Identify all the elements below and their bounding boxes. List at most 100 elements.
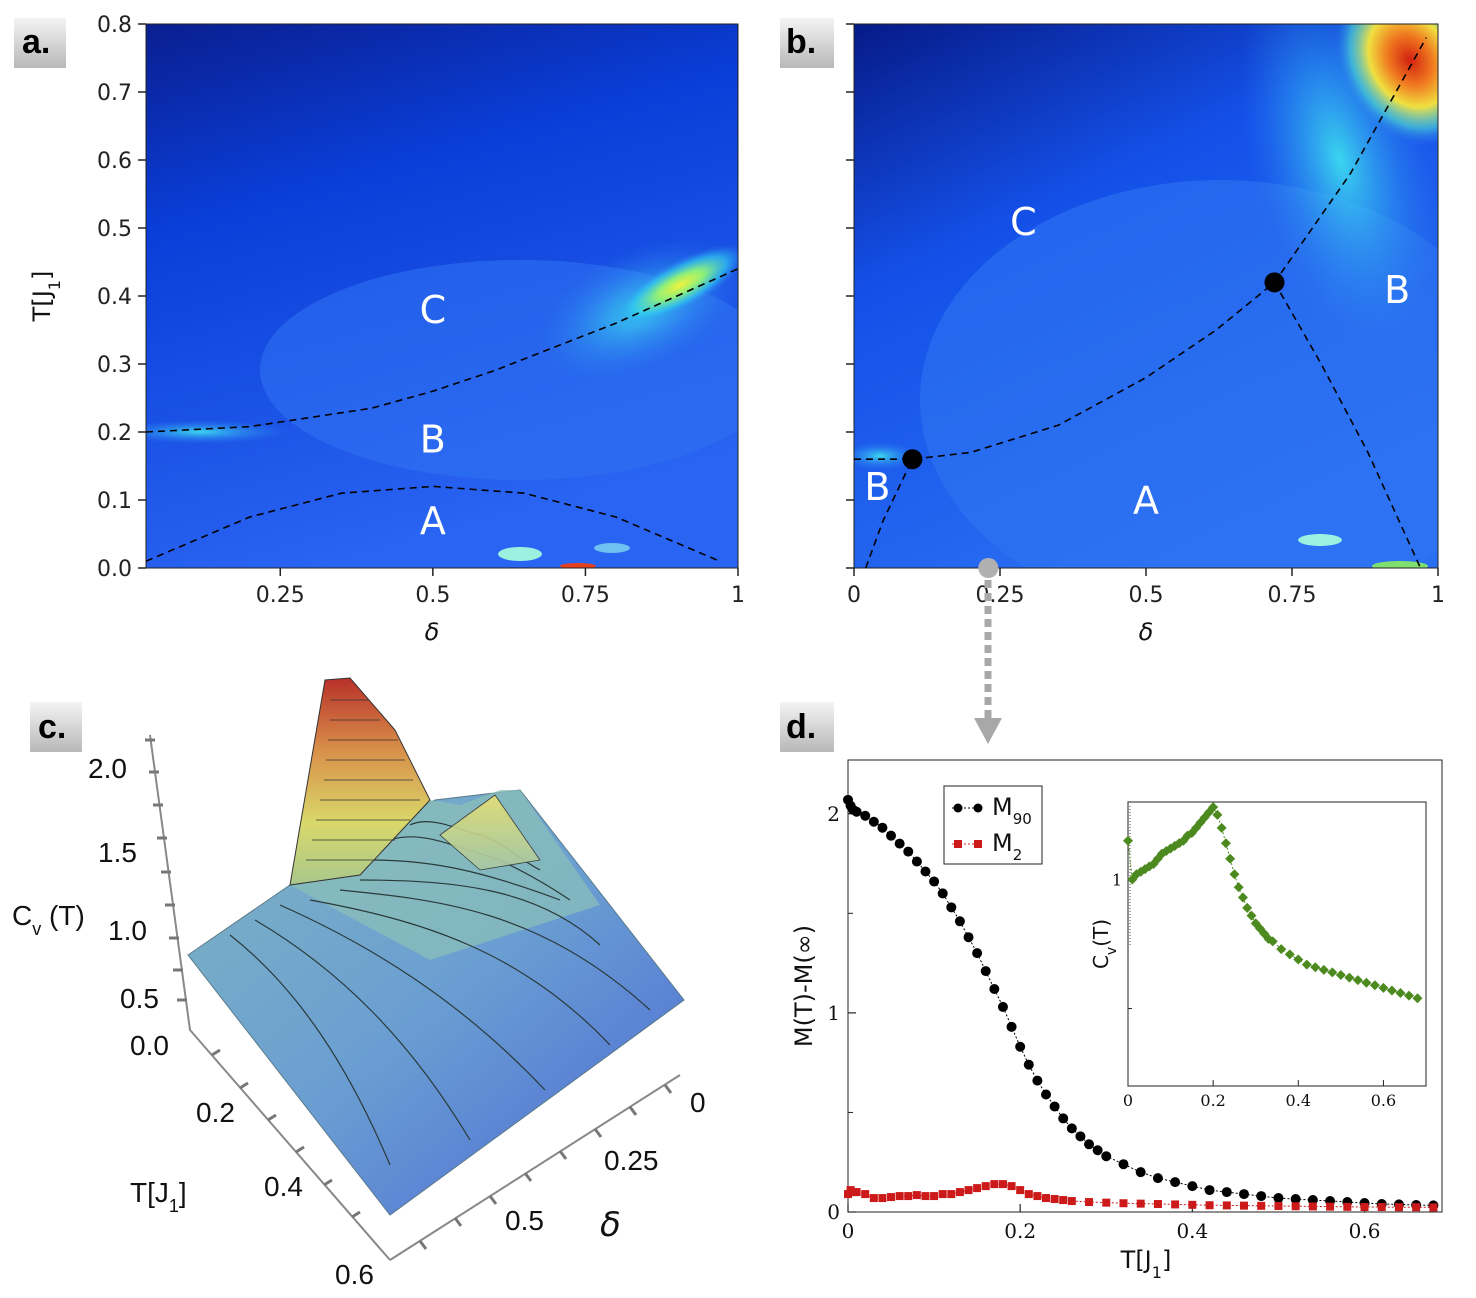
d-point-M2-39 — [1257, 1201, 1266, 1210]
d-point-M90-20 — [997, 1001, 1008, 1012]
b-critical-point-1 — [1264, 272, 1285, 293]
d-point-M90-25 — [1041, 1089, 1051, 1100]
panel-d-tab: d. — [780, 702, 834, 752]
d-point-M90-19 — [989, 983, 1000, 994]
d-point-M90-15 — [954, 916, 965, 927]
d-point-M90-23 — [1023, 1059, 1034, 1070]
d-point-M90-13 — [937, 888, 948, 899]
b-region-1: B — [1384, 268, 1410, 312]
i-point-51 — [1412, 993, 1423, 1004]
b-boundary-2 — [1273, 282, 1422, 569]
d-point-M2-36 — [1205, 1201, 1214, 1210]
i-point-0 — [1123, 835, 1133, 846]
a-ytick-label-3: 0.3 — [97, 353, 132, 378]
d-series-line-M90 — [847, 799, 1434, 1206]
i-point-49 — [1395, 988, 1406, 999]
a-ytick-label-6: 0.6 — [97, 149, 132, 174]
a-xtick-label-3: 1 — [731, 583, 745, 608]
i-point-41 — [1327, 967, 1338, 978]
panel-b-label: b. — [786, 23, 816, 61]
i-point-37 — [1293, 954, 1304, 965]
b-xtick-label-2: 0.5 — [1129, 583, 1164, 608]
panel-a-plot: CBA 0.00.10.20.30.40.50.60.70.80.25 0.5 0.… — [28, 13, 745, 646]
d-ytick-label-2: 2 — [827, 802, 840, 826]
a-xtick-label-2: 0.75 — [561, 583, 610, 608]
d-point-M2-31 — [1119, 1199, 1128, 1208]
i-point-23 — [1220, 838, 1231, 849]
b-xtick-label-1: 0.25 — [976, 583, 1025, 608]
d-point-M2-14 — [947, 1190, 956, 1199]
i-point-27 — [1237, 892, 1248, 903]
panel-a-label: a. — [22, 23, 50, 61]
d-point-M90-27 — [1058, 1113, 1069, 1124]
i-point-25 — [1229, 869, 1240, 880]
panel-a-ylabel: T[J1] — [28, 271, 64, 323]
d-point-M90-12 — [929, 876, 940, 887]
d-point-M90-40 — [1239, 1189, 1249, 1200]
d-point-M2-30 — [1102, 1198, 1111, 1207]
panel-d-ylabel: M(T)-M(∞) — [790, 925, 818, 1047]
panel-b-heatmap — [854, 24, 1438, 568]
d-point-M90-43 — [1290, 1194, 1301, 1205]
panel-c-tickmarks — [145, 738, 673, 1250]
d-point-M90-30 — [1084, 1139, 1095, 1150]
panel-a-axes: 0.0 0.1 0.2 0.3 0.4 0.5 0.6 0.7 0.8 0.25 0.5 0.75 1 — [97, 13, 745, 608]
b-critical-point-0 — [902, 449, 923, 470]
panel-a-heatmap — [146, 24, 738, 568]
connector-arrow — [974, 558, 1002, 744]
d-point-M90-31 — [1092, 1145, 1103, 1156]
d-point-M90-22 — [1015, 1041, 1026, 1052]
d-point-M90-38 — [1204, 1185, 1215, 1196]
i-point-50 — [1403, 990, 1414, 1001]
d-point-M90-32 — [1101, 1151, 1112, 1162]
panel-d-plot: 0 1 2 0 0.2 0.4 0.6 M90 M2 M(T)-M(∞) T[J1] 0 0.… — [790, 759, 1443, 1282]
d-point-M2-18 — [981, 1182, 990, 1191]
panel-b-axes: 0 0.25 0.5 0.75 1 — [846, 23, 1445, 608]
inset-series — [1123, 802, 1423, 1004]
d-point-M2-29 — [1085, 1198, 1094, 1207]
panel-d-legend: M90 M2 — [943, 785, 1043, 865]
d-xtick-label-2: 0.4 — [1176, 1219, 1208, 1243]
panel-d-xlabel: T[J1] — [1120, 1246, 1172, 1282]
d-point-M90-39 — [1221, 1187, 1232, 1198]
d-point-M2-4 — [861, 1190, 870, 1199]
d-point-M2-24 — [1033, 1192, 1042, 1201]
d-point-M2-16 — [964, 1186, 973, 1195]
d-point-M2-21 — [1007, 1182, 1016, 1191]
d-point-M90-18 — [980, 966, 991, 977]
panel-a-xlabel: δ — [425, 618, 440, 646]
panel-c-zt4: 0.0 — [130, 1030, 169, 1061]
d-point-M90-8 — [894, 838, 905, 849]
b-boundary-1 — [864, 458, 914, 569]
b-region-3: A — [1133, 479, 1159, 523]
d-point-M2-34 — [1171, 1200, 1180, 1209]
panel-c-yt2: 0.6 — [335, 1259, 374, 1290]
panel-c-axes-frame — [149, 734, 681, 1261]
panel-c-zlabel: Cv (T) — [12, 900, 85, 939]
d-point-M90-4 — [860, 810, 871, 821]
i-point-28 — [1242, 902, 1253, 913]
a-region-2: A — [420, 499, 446, 543]
d-point-M90-33 — [1118, 1159, 1129, 1170]
d-point-M90-11 — [920, 866, 931, 877]
a-ytick-label-4: 0.4 — [97, 285, 132, 310]
d-point-M2-8 — [895, 1192, 904, 1201]
d-point-M2-19 — [990, 1180, 999, 1189]
d-point-M2-23 — [1024, 1190, 1033, 1199]
i-point-43 — [1344, 972, 1355, 983]
panel-d-label: d. — [786, 708, 816, 746]
d-point-M2-45 — [1360, 1203, 1369, 1212]
a-xtick-label-0: 0.25 — [256, 583, 305, 608]
panel-b-overlay: C B B A — [854, 37, 1427, 569]
panel-c-xlabel: δ — [600, 1205, 621, 1245]
i-point-45 — [1361, 977, 1372, 988]
d-point-M90-29 — [1075, 1131, 1086, 1142]
d-point-M2-43 — [1326, 1202, 1335, 1211]
d-point-M2-22 — [1016, 1186, 1025, 1195]
i-point-44 — [1352, 975, 1363, 986]
d-point-M2-7 — [887, 1193, 896, 1202]
panel-c-zt0: 2.0 — [88, 753, 127, 784]
a-ytick-label-2: 0.2 — [97, 421, 132, 446]
d-point-M90-9 — [903, 846, 914, 857]
